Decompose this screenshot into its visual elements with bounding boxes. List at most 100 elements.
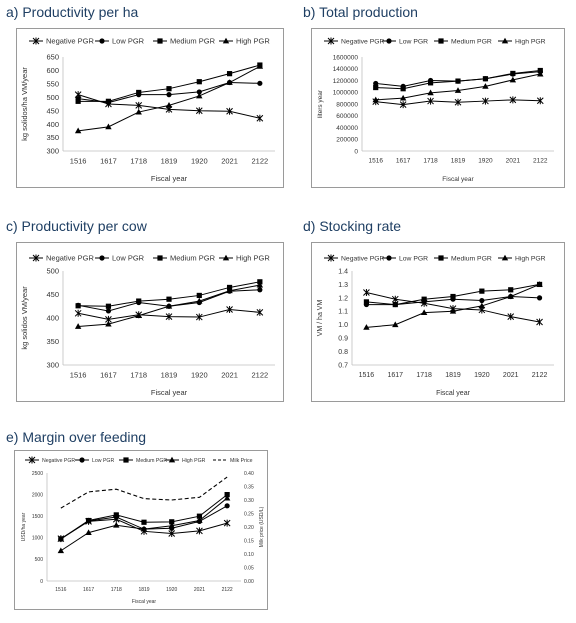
panel-e-title: e) Margin over feeding bbox=[6, 429, 147, 445]
data-point bbox=[74, 309, 82, 317]
data-point bbox=[507, 313, 515, 321]
legend-marker bbox=[79, 457, 85, 463]
x-tick-label: 2021 bbox=[221, 371, 238, 380]
legend-marker bbox=[386, 255, 392, 261]
legend-label: Low PGR bbox=[112, 37, 145, 46]
data-point bbox=[166, 92, 172, 98]
y-tick-label: 500 bbox=[46, 93, 59, 102]
y-tick-label: 300 bbox=[46, 147, 59, 156]
x-tick-label: 1617 bbox=[396, 158, 411, 165]
legend-marker bbox=[222, 254, 230, 261]
legend-item: Low PGR bbox=[95, 37, 145, 46]
data-point bbox=[256, 63, 264, 69]
data-point bbox=[196, 79, 202, 85]
data-point bbox=[363, 299, 370, 305]
x-tick-label: 1819 bbox=[161, 157, 178, 166]
y-tick-label: 2000 bbox=[32, 492, 43, 498]
y-tick-label: 1000 bbox=[32, 536, 43, 542]
data-point bbox=[58, 536, 64, 542]
chart-d-svg: 0.7 0.8 0.9 1.0 1.1 1.2 1.3 1.4 1516 1617 1718 1819… bbox=[317, 254, 554, 397]
legend-label: Low PGR bbox=[92, 458, 114, 464]
data-point bbox=[421, 296, 427, 302]
chart-b-svg: 0 200000 400000 600000 800000 1000000 1200000 1… bbox=[317, 37, 554, 183]
legend-item: Low PGR bbox=[95, 254, 145, 263]
legend-item: Medium PGR bbox=[153, 37, 216, 46]
legend-marker bbox=[168, 456, 176, 463]
data-point bbox=[223, 494, 231, 501]
data-point bbox=[224, 503, 230, 509]
y-right-axis-label: Milk price (USD/L) bbox=[259, 506, 265, 547]
data-point bbox=[74, 323, 82, 329]
y-tick-label: 300 bbox=[46, 361, 59, 370]
data-point bbox=[85, 517, 92, 524]
legend-label: Milk Price bbox=[230, 458, 253, 464]
data-point bbox=[105, 123, 112, 130]
legend-item: High PGR bbox=[219, 37, 270, 46]
data-point bbox=[427, 89, 434, 96]
y-tick-label: 450 bbox=[46, 290, 59, 299]
data-point bbox=[223, 519, 231, 527]
data-point bbox=[479, 288, 485, 294]
data-point bbox=[257, 287, 263, 293]
legend-label: Low PGR bbox=[399, 38, 428, 45]
y-right-tick-label: 0.25 bbox=[244, 511, 254, 517]
data-point bbox=[140, 525, 148, 532]
series-high-pgr bbox=[74, 63, 264, 134]
series-line bbox=[375, 73, 541, 101]
legend-item: Negative PGR bbox=[324, 37, 385, 45]
y-tick-label: 550 bbox=[46, 79, 59, 88]
x-tick-label: 1718 bbox=[130, 371, 147, 380]
y-tick-label: 1.0 bbox=[338, 322, 348, 329]
series-line bbox=[60, 476, 228, 509]
data-point bbox=[136, 298, 142, 304]
legend-item: Low PGR bbox=[382, 38, 428, 45]
chart-e: 0 500 1000 1500 2000 2500 1516 1617 1718 1819 1920… bbox=[14, 450, 268, 610]
x-tick-label: 1819 bbox=[445, 372, 461, 379]
legend-label: High PGR bbox=[236, 254, 270, 263]
data-point bbox=[135, 101, 143, 109]
data-point bbox=[136, 89, 142, 96]
x-tick-label: 1516 bbox=[70, 157, 87, 166]
y-tick-label: 650 bbox=[46, 53, 59, 62]
x-tick-label: 1516 bbox=[368, 158, 383, 165]
legend-item: Negative PGR bbox=[25, 456, 75, 464]
data-point bbox=[165, 302, 173, 309]
series-negative-pgr bbox=[74, 306, 264, 323]
legend-marker bbox=[157, 255, 163, 261]
x-tick-label: 1819 bbox=[161, 371, 178, 380]
data-point bbox=[536, 295, 543, 301]
legend-item: Negative PGR bbox=[29, 37, 95, 46]
x-tick-label: 1617 bbox=[83, 587, 94, 593]
y-tick-label: 0.8 bbox=[338, 349, 348, 356]
legend-label: Negative PGR bbox=[42, 458, 75, 464]
x-tick-label: 1920 bbox=[478, 158, 493, 165]
legend-marker bbox=[157, 38, 163, 44]
data-point bbox=[256, 114, 264, 122]
legend-marker bbox=[99, 255, 105, 261]
legend-label: Negative PGR bbox=[46, 37, 95, 46]
data-point bbox=[256, 281, 264, 288]
data-point bbox=[449, 307, 457, 314]
legend-label: High PGR bbox=[182, 458, 206, 464]
data-point bbox=[57, 547, 65, 554]
x-tick-label: 2021 bbox=[221, 157, 238, 166]
data-point bbox=[536, 97, 544, 105]
x-tick-label: 1920 bbox=[166, 587, 177, 593]
x-tick-label: 1617 bbox=[387, 372, 403, 379]
data-point bbox=[74, 127, 82, 134]
data-point bbox=[226, 306, 233, 314]
legend-marker bbox=[32, 37, 40, 45]
series-line bbox=[78, 65, 261, 132]
data-point bbox=[391, 295, 399, 303]
data-point bbox=[196, 517, 203, 523]
data-point bbox=[226, 79, 233, 85]
x-axis-label: Fiscal year bbox=[132, 599, 157, 605]
legend-marker bbox=[99, 38, 105, 44]
chart-a-svg: 300 350 400 450 500 550 600 650 1516 1617 1718 1819… bbox=[20, 37, 275, 183]
legend-item: Low PGR bbox=[382, 255, 428, 262]
legend-label: High PGR bbox=[515, 255, 546, 262]
legend-marker bbox=[501, 254, 509, 261]
y-right-tick-label: 0.35 bbox=[244, 484, 254, 490]
legend-label: Low PGR bbox=[399, 255, 428, 262]
data-point bbox=[256, 308, 264, 316]
